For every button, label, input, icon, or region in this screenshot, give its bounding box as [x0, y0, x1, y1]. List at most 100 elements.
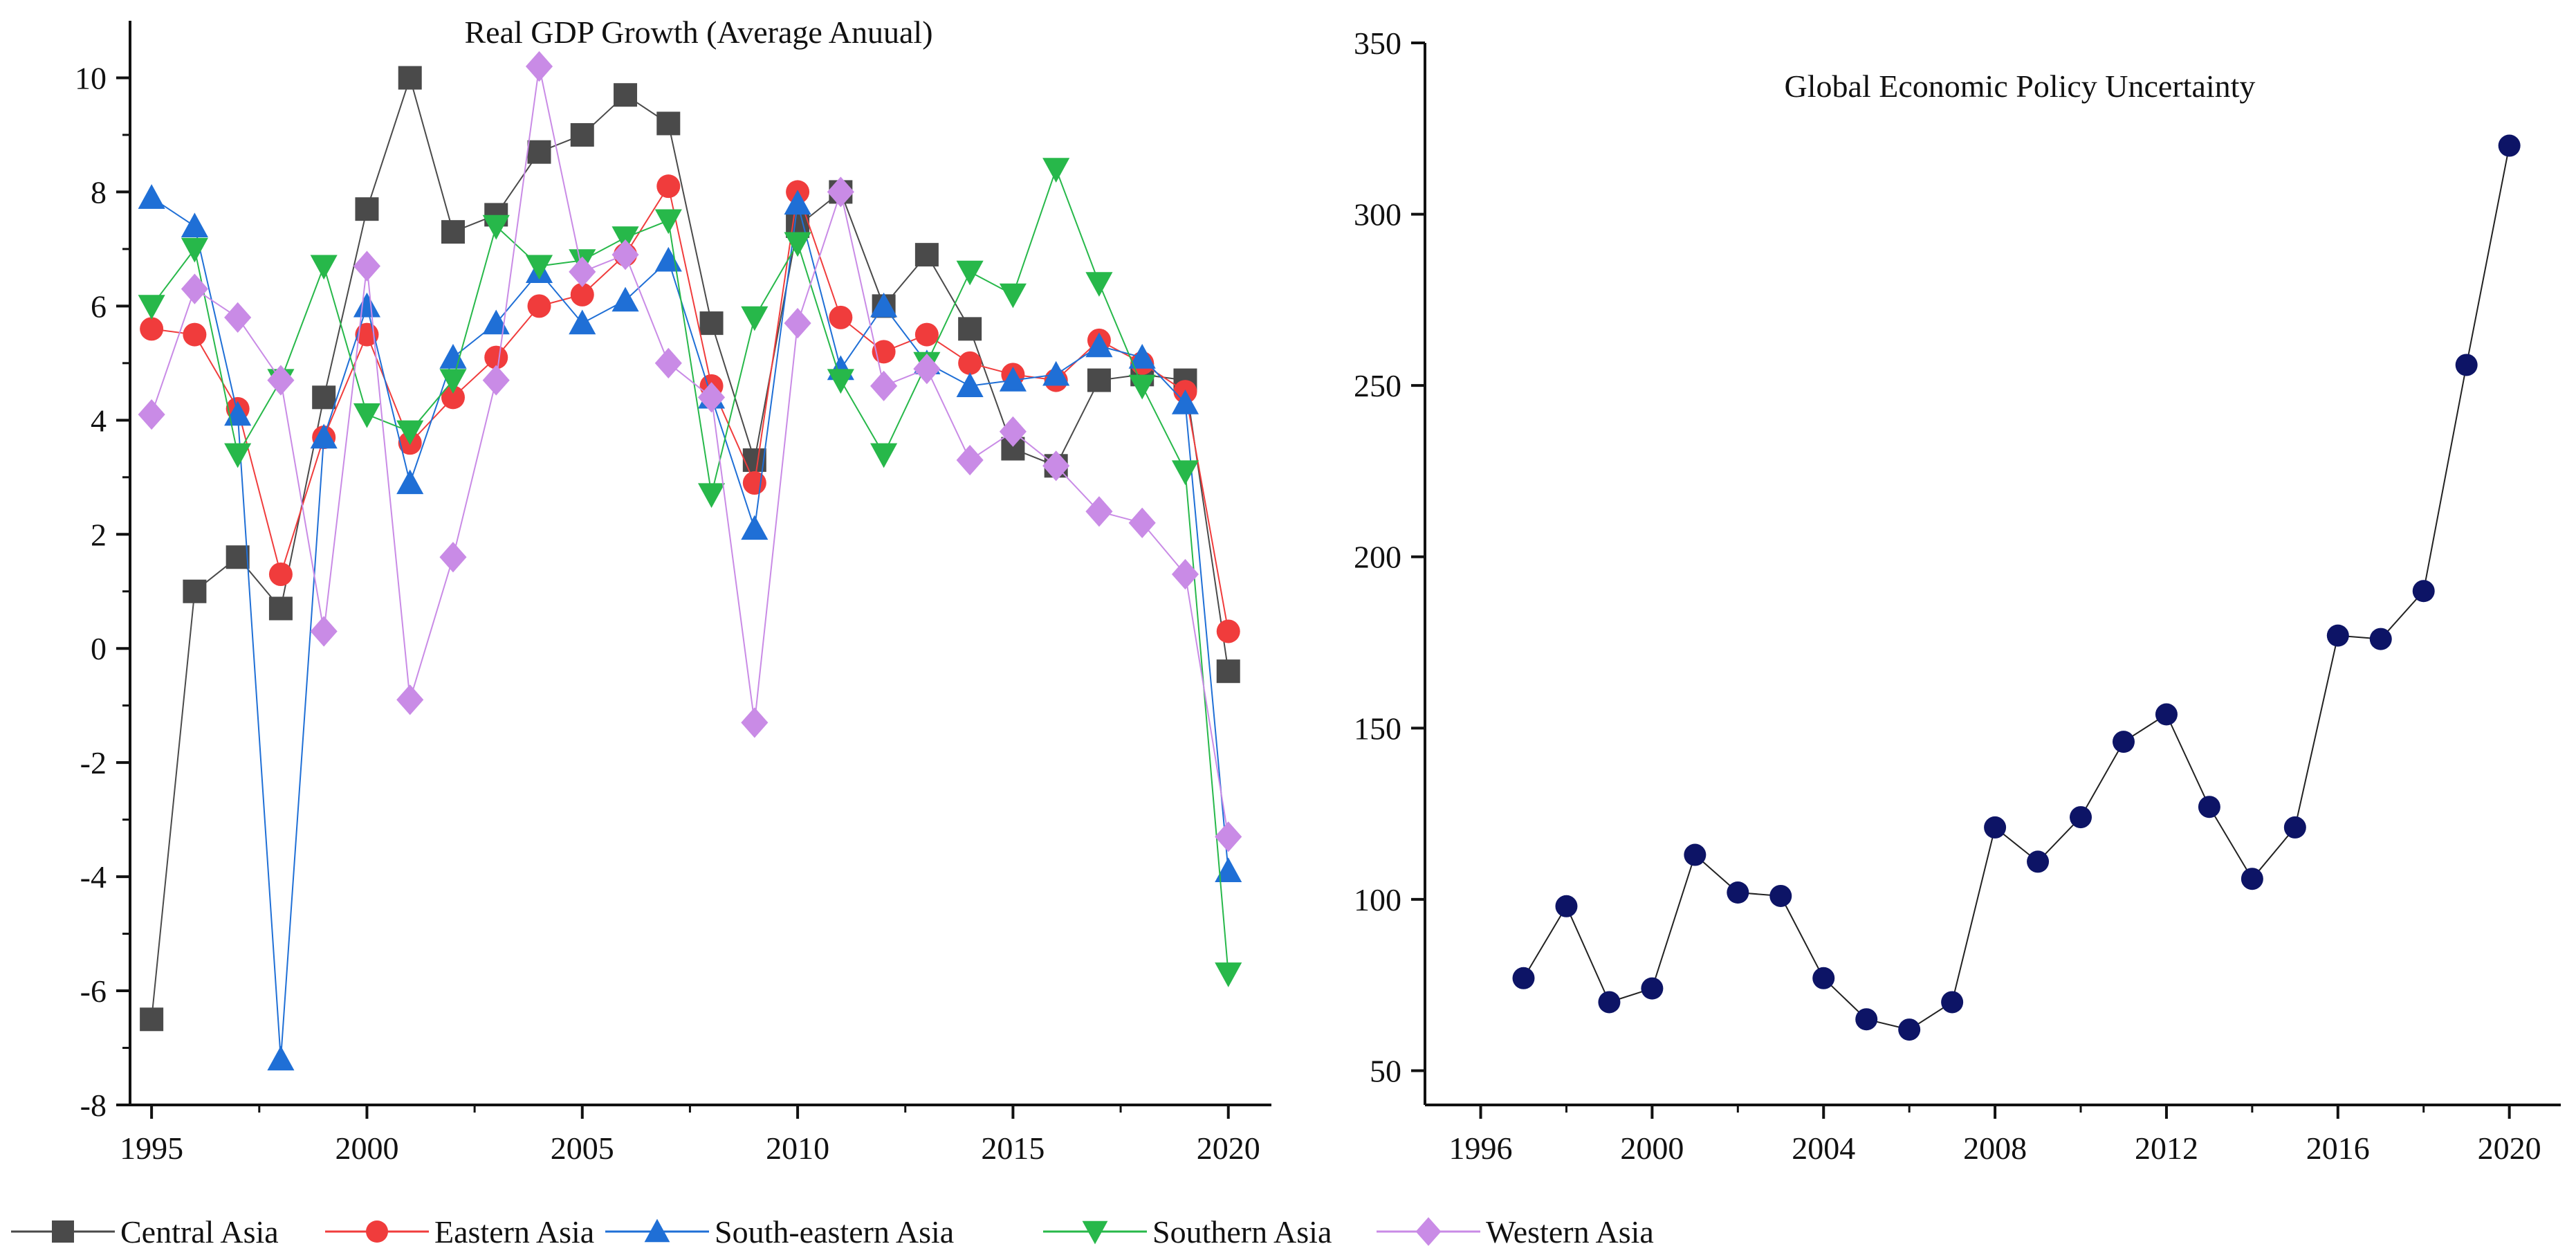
south-eastern-asia-point — [870, 292, 898, 318]
legend-label-southern-asia: Southern Asia — [1152, 1214, 1332, 1250]
legend-label-south-eastern-asia: South-eastern Asia — [715, 1214, 954, 1250]
central-asia-point — [914, 243, 939, 267]
central-asia-point — [656, 111, 681, 136]
legend-label-western-asia: Western Asia — [1486, 1214, 1654, 1250]
central-asia-point — [570, 122, 594, 147]
southern-asia-point — [698, 483, 726, 509]
western-asia-point — [1215, 821, 1242, 852]
south-eastern-asia-point — [1171, 390, 1199, 414]
south-eastern-asia-point — [310, 423, 338, 449]
eastern-asia-point — [570, 282, 594, 307]
x-tick-label: 2016 — [2306, 1131, 2370, 1166]
global-economic-policy-uncertainty-point — [2155, 703, 2178, 726]
south-eastern-asia-point — [181, 212, 208, 238]
southern-asia-point — [396, 420, 424, 446]
y-tick-label: -6 — [80, 973, 107, 1009]
south-eastern-asia-point — [1085, 332, 1113, 358]
western-asia-point — [396, 684, 424, 715]
global-economic-policy-uncertainty-point — [2027, 850, 2050, 873]
western-asia-point — [1085, 496, 1113, 527]
x-tick-label: 2005 — [551, 1131, 614, 1166]
global-economic-policy-uncertainty-point — [2283, 816, 2306, 839]
y-tick-label: 300 — [1354, 197, 1401, 232]
global-economic-policy-uncertainty-point — [2198, 796, 2220, 818]
central-asia-point — [268, 596, 293, 621]
eastern-asia-point — [183, 322, 207, 347]
south-eastern-asia-point — [569, 309, 596, 335]
south-eastern-asia-point — [138, 184, 165, 209]
western-asia-point — [741, 707, 769, 738]
western-asia-point — [439, 542, 467, 573]
southern-asia-point — [1215, 962, 1242, 987]
global-economic-policy-uncertainty-point — [2412, 580, 2435, 603]
central-asia-point — [183, 579, 207, 603]
western-asia-point — [569, 256, 596, 287]
southern-asia-point — [1085, 272, 1113, 297]
gdp-chart-title: Real GDP Growth (Average Anuual) — [464, 15, 932, 50]
x-tick-label: 1995 — [120, 1131, 183, 1166]
south-eastern-asia-point — [1042, 360, 1070, 386]
eastern-asia-point — [140, 317, 164, 341]
legend-marker-south-eastern-asia — [644, 1218, 670, 1243]
eastern-asia-point — [914, 322, 939, 347]
western-asia-point — [310, 616, 338, 647]
x-tick-label: 2020 — [1197, 1131, 1260, 1166]
y-tick-label: 2 — [91, 517, 107, 552]
southern-asia-point — [439, 369, 467, 394]
south-eastern-asia-point — [439, 344, 467, 369]
central-asia-point — [699, 311, 724, 336]
south-eastern-asia-point — [654, 246, 682, 272]
x-tick-label: 2020 — [2478, 1131, 2541, 1166]
southern-asia-point — [482, 214, 510, 240]
southern-asia-point — [654, 209, 682, 235]
south-eastern-asia-point — [956, 372, 984, 397]
southern-asia-point — [525, 255, 553, 280]
global-economic-policy-uncertainty-point — [2326, 624, 2349, 647]
western-asia-point — [654, 347, 682, 378]
western-asia-point — [482, 365, 510, 396]
x-tick-label: 2012 — [2135, 1131, 2198, 1166]
y-tick-label: 350 — [1354, 26, 1401, 61]
central-asia-point — [1216, 659, 1240, 684]
x-tick-label: 2010 — [766, 1131, 829, 1166]
western-asia-point — [181, 273, 208, 304]
eastern-asia-point — [441, 385, 465, 410]
southern-asia-point — [827, 369, 854, 394]
legend-marker-eastern-asia — [366, 1220, 388, 1243]
western-asia-point — [956, 444, 984, 476]
global-economic-policy-uncertainty-point — [1855, 1008, 1878, 1031]
central-asia-point — [312, 385, 336, 410]
central-asia-point — [140, 1007, 164, 1032]
central-asia-point — [958, 317, 982, 341]
central-asia-line — [151, 77, 1229, 1020]
y-tick-label: 250 — [1354, 368, 1401, 403]
western-asia-point — [138, 399, 165, 430]
south-eastern-asia-point — [396, 469, 424, 495]
y-tick-label: 100 — [1354, 882, 1401, 917]
policy-uncertainty-chart: Global Economic Policy Uncertainty 50 100… — [1354, 26, 2561, 1166]
central-asia-point — [441, 220, 465, 244]
global-economic-policy-uncertainty-point — [2369, 628, 2392, 650]
eastern-asia-point — [742, 471, 766, 495]
south-eastern-asia-point — [784, 190, 811, 215]
eastern-asia-point — [1216, 619, 1240, 643]
global-economic-policy-uncertainty-point — [1769, 884, 1792, 907]
eastern-asia-point — [527, 294, 551, 318]
uncertainty-chart-title: Global Economic Policy Uncertainty — [1785, 68, 2256, 104]
southern-asia-point — [956, 260, 984, 286]
y-tick-label: 150 — [1354, 711, 1401, 746]
southern-asia-point — [741, 306, 769, 331]
western-asia-point — [698, 382, 726, 413]
y-tick-label: -4 — [80, 859, 107, 895]
y-tick-label: 0 — [91, 631, 107, 666]
legend-label-eastern-asia: Eastern Asia — [434, 1214, 594, 1250]
western-asia-point — [1042, 450, 1070, 482]
eastern-asia-point — [958, 351, 982, 375]
global-economic-policy-uncertainty-point — [2241, 868, 2263, 890]
global-economic-policy-uncertainty-point — [1812, 967, 1835, 989]
central-asia-point — [527, 140, 551, 164]
y-tick-label: 10 — [75, 60, 107, 95]
global-economic-policy-uncertainty-point — [1641, 977, 1664, 1000]
south-eastern-asia-point — [353, 292, 381, 318]
